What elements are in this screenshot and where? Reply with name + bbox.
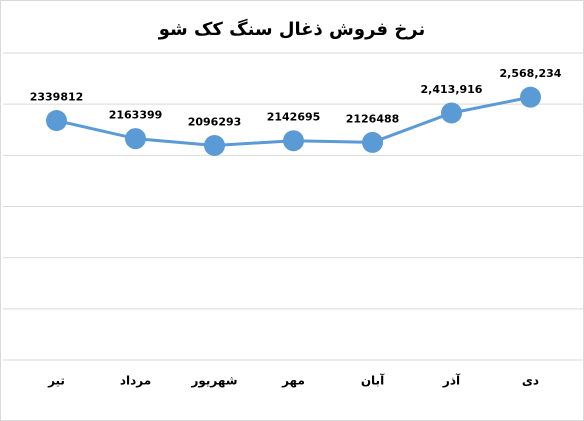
data-label: 2339812 xyxy=(30,91,84,104)
data-label: 2163399 xyxy=(109,109,163,122)
x-tick-label: آذر xyxy=(442,373,461,388)
data-label: 2,413,916 xyxy=(421,83,483,96)
data-label: 2096293 xyxy=(188,115,242,128)
x-tick-label: مهر xyxy=(281,374,305,388)
point xyxy=(362,131,383,153)
point xyxy=(204,134,225,156)
point xyxy=(283,130,304,152)
x-tick-label: مرداد xyxy=(120,374,151,388)
x-tick-label: تیر xyxy=(47,374,65,388)
data-label: 2,568,234 xyxy=(500,67,562,80)
point xyxy=(46,110,67,132)
point xyxy=(441,102,462,124)
x-tick-label: آبان xyxy=(361,373,385,388)
point xyxy=(125,128,146,150)
data-label: 2126488 xyxy=(346,112,400,125)
chart-title: نرخ فروش ذغال سنگ کک شو xyxy=(158,18,426,40)
point xyxy=(520,86,541,108)
x-tick-label: شهریور xyxy=(190,374,237,389)
x-tick-label: دی xyxy=(522,374,539,388)
data-label: 2142695 xyxy=(267,111,321,124)
